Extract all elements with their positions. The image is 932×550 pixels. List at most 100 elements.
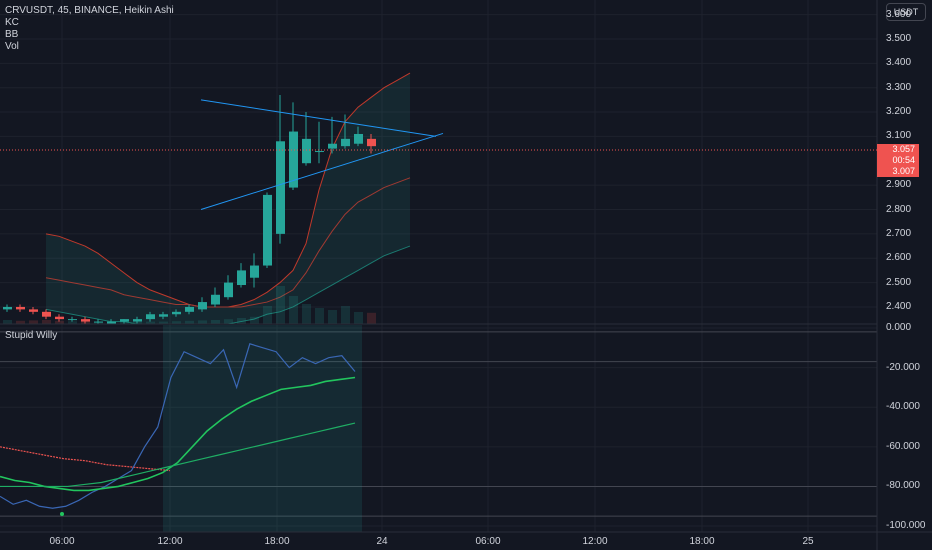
- candle-body[interactable]: [263, 194, 272, 266]
- candle-body[interactable]: [42, 311, 51, 317]
- price-tick-label: 2.600: [886, 252, 912, 264]
- candle-body[interactable]: [224, 282, 233, 298]
- oscillator-tick-label: -20.000: [886, 361, 920, 373]
- time-tick-label: 06:00: [475, 536, 501, 547]
- volume-bar: [198, 320, 207, 324]
- volume-bars: [3, 286, 376, 324]
- last-price-value: 3.057: [892, 144, 915, 154]
- currency-label[interactable]: USDT: [886, 3, 926, 21]
- candle-body[interactable]: [55, 316, 64, 320]
- last-price-tag[interactable]: 3.057 00:54 3.007: [877, 144, 919, 177]
- candle-body[interactable]: [198, 302, 207, 310]
- oscillator-zone: [163, 325, 362, 532]
- candle-body[interactable]: [354, 133, 363, 144]
- candle-body[interactable]: [328, 143, 337, 149]
- price-tick-label: 3.100: [886, 130, 912, 142]
- volume-bar: [3, 320, 12, 324]
- osc-red-line: [0, 446, 171, 472]
- volume-bar: [341, 306, 350, 324]
- oscillator-legend[interactable]: Stupid Willy: [5, 330, 58, 341]
- candle-body[interactable]: [367, 138, 376, 147]
- volume-bar: [146, 321, 155, 324]
- price-tick-label: 3.400: [886, 57, 912, 69]
- price-tick-label: 2.500: [886, 276, 912, 288]
- candle-body[interactable]: [302, 138, 311, 164]
- candle-body[interactable]: [16, 306, 25, 310]
- candle-body[interactable]: [289, 131, 298, 188]
- osc-dot-marker: [60, 512, 64, 516]
- candle-body[interactable]: [185, 306, 194, 312]
- price-tick-label: 3.600: [886, 8, 912, 20]
- oscillator-lines: [0, 343, 356, 516]
- volume-bar: [172, 321, 181, 324]
- time-tick-label: 25: [802, 536, 814, 547]
- candle-body[interactable]: [146, 314, 155, 320]
- candle-body[interactable]: [94, 321, 103, 323]
- price-tick-label: 2.700: [886, 227, 912, 239]
- volume-bar: [328, 310, 337, 324]
- candle-body[interactable]: [120, 319, 129, 322]
- volume-bar: [224, 319, 233, 324]
- price-tick-label: 2.800: [886, 203, 912, 215]
- volume-bar: [55, 320, 64, 324]
- candle-body[interactable]: [315, 151, 324, 153]
- time-tick-label: 24: [376, 536, 388, 547]
- volume-bar: [237, 318, 246, 324]
- last-low-value: 3.007: [892, 166, 915, 176]
- triangle-pattern[interactable]: [200, 99, 444, 210]
- candle-body[interactable]: [107, 321, 116, 324]
- volume-bar: [159, 321, 168, 324]
- candle-body[interactable]: [81, 319, 90, 322]
- volume-bar: [315, 308, 324, 324]
- volume-bar: [263, 306, 272, 324]
- time-tick-label: 06:00: [49, 536, 75, 547]
- triangle-lower-line[interactable]: [200, 132, 444, 210]
- candle-body[interactable]: [68, 319, 77, 321]
- time-tick-label: 18:00: [264, 536, 290, 547]
- price-tick-label: 3.300: [886, 81, 912, 93]
- volume-bar: [354, 312, 363, 324]
- time-tick-label: 18:00: [689, 536, 715, 547]
- candle-body[interactable]: [237, 270, 246, 286]
- symbol-legend[interactable]: CRVUSDT, 45, BINANCE, Heikin Ashi: [5, 5, 174, 16]
- price-tick-label: 2.900: [886, 179, 912, 191]
- candle-body[interactable]: [133, 319, 142, 322]
- volume-bar: [302, 304, 311, 324]
- osc-signal-line: [0, 422, 356, 488]
- candle-body[interactable]: [159, 314, 168, 317]
- candle-body[interactable]: [341, 138, 350, 147]
- price-tick-label: 3.500: [886, 32, 912, 44]
- candle-body[interactable]: [276, 141, 285, 234]
- grid-lines: [0, 0, 877, 532]
- candle-body[interactable]: [250, 265, 259, 278]
- volume-bar: [42, 320, 51, 324]
- kc-middle-line: [45, 177, 411, 308]
- candle-body[interactable]: [29, 309, 38, 312]
- volume-bar: [250, 316, 259, 324]
- osc-slow-line: [0, 376, 356, 492]
- candle-body[interactable]: [3, 306, 12, 310]
- volume-bar: [68, 321, 77, 324]
- time-tick-label: 12:00: [157, 536, 183, 547]
- oscillator-tick-label: -60.000: [886, 440, 920, 452]
- triangle-upper-line[interactable]: [200, 99, 437, 137]
- volume-bar: [276, 286, 285, 324]
- candle-body[interactable]: [172, 311, 181, 315]
- indicator-kc[interactable]: KC: [5, 17, 19, 28]
- volume-bar: [367, 312, 376, 324]
- osc-fast-line: [0, 343, 356, 509]
- candle-body[interactable]: [211, 294, 220, 305]
- price-tick-label: 3.200: [886, 106, 912, 118]
- osc-highlight-zone: [163, 325, 362, 532]
- candles[interactable]: [3, 95, 376, 324]
- bb-fill: [46, 73, 410, 325]
- volume-bar: [16, 320, 25, 324]
- price-tick-label: 2.400: [886, 300, 912, 312]
- time-tick-label: 12:00: [582, 536, 608, 547]
- volume-bar: [29, 320, 38, 324]
- volume-bar: [211, 320, 220, 324]
- indicator-bb[interactable]: BB: [5, 29, 19, 40]
- indicator-vol[interactable]: Vol: [5, 41, 19, 52]
